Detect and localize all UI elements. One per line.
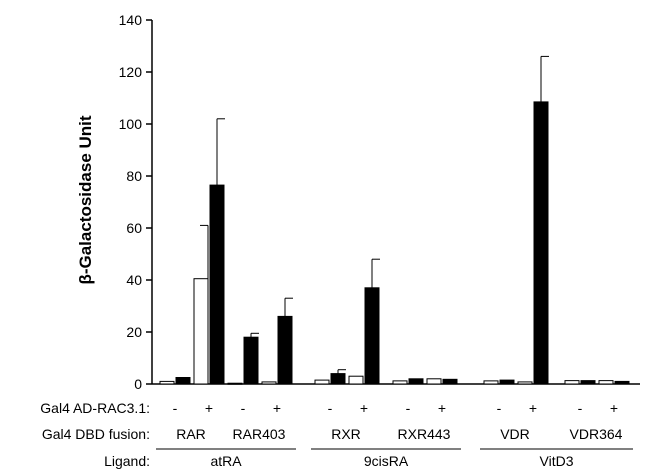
fusion-label: RXR443 bbox=[398, 426, 451, 442]
bar-with-ligand bbox=[277, 315, 293, 385]
bar-with-ligand bbox=[243, 336, 259, 385]
bar-without-ligand bbox=[426, 378, 442, 385]
y-tick-label: 120 bbox=[119, 64, 143, 80]
dbd-row-label: Gal4 DBD fusion: bbox=[42, 426, 150, 442]
bar-without-ligand bbox=[314, 379, 330, 385]
ligand-label: 9cisRA bbox=[364, 453, 409, 469]
y-tick-label: 40 bbox=[126, 272, 142, 288]
bar-without-ligand bbox=[483, 380, 499, 385]
ad-label: - bbox=[173, 400, 178, 416]
ad-label: + bbox=[610, 400, 618, 416]
bar-with-ligand bbox=[175, 377, 191, 385]
y-tick-label: 80 bbox=[126, 168, 142, 184]
ad-label: + bbox=[529, 400, 537, 416]
fusion-label: VDR bbox=[500, 426, 530, 442]
ligand-label: VitD3 bbox=[540, 453, 574, 469]
bar-with-ligand bbox=[408, 378, 424, 385]
y-tick-label: 140 bbox=[119, 12, 143, 28]
ad-label: + bbox=[438, 400, 446, 416]
x-labels: Gal4 AD-RAC3.1: Gal4 DBD fusion: Ligand:… bbox=[40, 400, 633, 469]
bars bbox=[159, 55, 630, 385]
y-axis-title: β-Galactosidase Unit bbox=[76, 115, 95, 284]
ad-label: + bbox=[360, 400, 368, 416]
bar-without-ligand bbox=[193, 278, 209, 385]
ad-label: + bbox=[205, 400, 213, 416]
bar-without-ligand bbox=[261, 381, 277, 385]
fusion-label: RAR bbox=[176, 426, 206, 442]
bar-with-ligand bbox=[614, 380, 630, 385]
y-tick-label: 100 bbox=[119, 116, 143, 132]
fusion-label: VDR364 bbox=[570, 426, 623, 442]
ad-label: + bbox=[273, 400, 281, 416]
bar-with-ligand bbox=[364, 287, 380, 385]
bar-with-ligand bbox=[330, 373, 346, 385]
ad-label: - bbox=[328, 400, 333, 416]
ad-label: - bbox=[497, 400, 502, 416]
ad-label: - bbox=[241, 400, 246, 416]
bar-without-ligand bbox=[517, 381, 533, 385]
y-tick-label: 0 bbox=[134, 376, 142, 392]
bar-with-ligand bbox=[442, 378, 458, 385]
y-tick-label: 20 bbox=[126, 324, 142, 340]
ad-label: - bbox=[578, 400, 583, 416]
fusion-label: RXR bbox=[331, 426, 361, 442]
bar-without-ligand bbox=[598, 380, 614, 385]
bar-with-ligand bbox=[499, 379, 515, 385]
fusion-label: RAR403 bbox=[233, 426, 286, 442]
bar-with-ligand bbox=[209, 184, 225, 385]
bar-without-ligand bbox=[564, 380, 580, 385]
bar-without-ligand bbox=[159, 380, 175, 385]
bar-without-ligand bbox=[227, 382, 243, 385]
bar-without-ligand bbox=[392, 380, 408, 385]
ad-row-label: Gal4 AD-RAC3.1: bbox=[40, 400, 150, 416]
ad-label: - bbox=[406, 400, 411, 416]
bar-without-ligand bbox=[348, 375, 364, 385]
y-tick-label: 60 bbox=[126, 220, 142, 236]
ligand-label: atRA bbox=[210, 453, 242, 469]
bar-with-ligand bbox=[533, 101, 549, 385]
ligand-row-label: Ligand: bbox=[104, 453, 150, 469]
bar-with-ligand bbox=[580, 380, 596, 385]
